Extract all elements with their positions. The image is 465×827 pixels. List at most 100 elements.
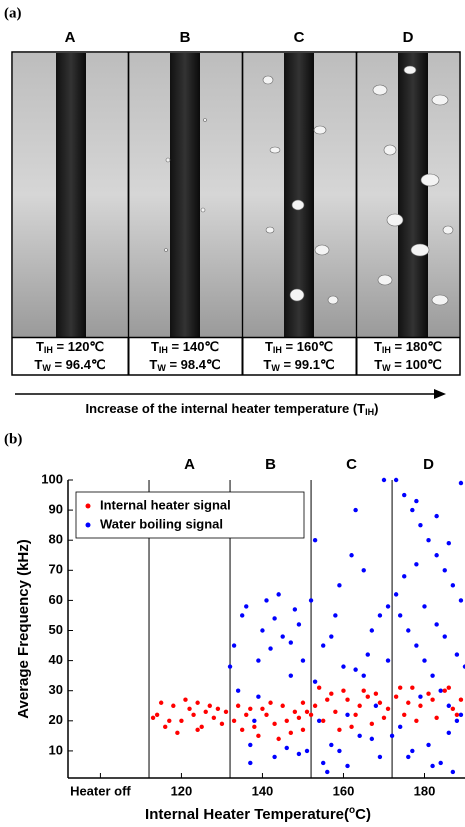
legend-label: Internal heater signal — [100, 497, 231, 512]
data-point — [199, 724, 204, 730]
data-point — [272, 616, 277, 621]
photo-panels — [11, 51, 461, 376]
data-point — [316, 685, 322, 690]
data-point — [341, 664, 346, 669]
data-point — [300, 727, 306, 733]
x-axis-label: Internal Heater Temperature(oC) — [145, 805, 371, 823]
data-point — [215, 706, 221, 711]
data-point — [345, 763, 350, 769]
data-point — [276, 736, 281, 742]
data-point — [458, 480, 464, 486]
data-point — [397, 724, 403, 730]
data-point — [308, 598, 314, 603]
data-point — [337, 727, 342, 733]
text-part: T — [265, 339, 273, 354]
text-part: T — [374, 339, 382, 354]
data-point — [154, 712, 160, 717]
text-part: = 99.1℃ — [280, 357, 335, 372]
data-point — [365, 694, 370, 699]
data-point — [325, 769, 330, 775]
data-point — [227, 664, 233, 669]
data-point — [187, 706, 192, 711]
data-point — [458, 697, 464, 702]
text-part: T — [36, 339, 44, 354]
data-point — [373, 703, 379, 708]
data-point — [369, 736, 375, 742]
data-point — [300, 700, 306, 705]
data-point — [414, 562, 419, 567]
legend-label: Water boiling signal — [100, 516, 223, 531]
x-tick-label: Heater off — [70, 783, 131, 798]
data-point — [406, 700, 411, 705]
arrow-head — [434, 389, 446, 399]
region-label: C — [346, 456, 357, 473]
panel-name: D — [403, 29, 414, 46]
y-axis-label: Average Frequency (kHz) — [15, 539, 32, 719]
x-tick-label: 140 — [252, 783, 274, 798]
temperature-caption: TW = 99.1℃ — [263, 357, 334, 373]
text-part: = 180℃ — [391, 339, 442, 354]
data-point — [276, 592, 281, 597]
data-point — [446, 541, 451, 546]
data-point — [450, 706, 456, 711]
data-point — [163, 724, 168, 730]
data-point — [349, 724, 354, 730]
data-point — [381, 477, 387, 483]
text-part: = 100℃ — [391, 357, 442, 372]
data-point — [284, 718, 289, 724]
data-point — [385, 658, 391, 663]
y-tick-label: 80 — [49, 532, 63, 547]
x-tick-label: 160 — [333, 783, 355, 798]
data-point — [288, 730, 294, 736]
data-point — [167, 718, 172, 724]
data-point — [410, 748, 415, 754]
data-point — [284, 745, 289, 751]
data-point — [393, 477, 399, 483]
data-point — [349, 553, 354, 558]
data-point — [414, 643, 419, 648]
data-point — [345, 712, 350, 717]
data-point — [288, 640, 294, 645]
data-point — [321, 718, 326, 724]
data-point — [150, 715, 156, 720]
data-point — [219, 721, 225, 727]
rod — [170, 53, 200, 337]
text-sub: IH — [273, 345, 282, 355]
data-point — [357, 703, 362, 708]
data-point — [175, 730, 180, 736]
data-point — [418, 694, 423, 699]
data-point — [191, 712, 196, 717]
text-part: Increase of the internal heater temperat… — [86, 401, 366, 416]
data-point — [434, 553, 439, 558]
data-point — [256, 658, 261, 663]
data-point — [296, 622, 302, 627]
text-part: Internal Heater Temperature( — [145, 806, 349, 823]
temperature-caption: TIH = 140℃ — [151, 339, 219, 355]
data-point — [321, 643, 326, 648]
data-point — [426, 538, 431, 543]
data-point — [410, 507, 415, 513]
data-point — [434, 715, 439, 720]
text-sub: IH — [159, 345, 168, 355]
data-point — [393, 592, 399, 597]
text-part: = 140℃ — [168, 339, 219, 354]
data-point — [402, 574, 407, 579]
data-point — [418, 703, 423, 708]
data-point — [393, 694, 399, 699]
y-tick-label: 10 — [49, 742, 63, 757]
data-point — [288, 673, 294, 678]
data-point — [268, 700, 273, 705]
text-part: T — [34, 357, 42, 372]
data-point — [280, 634, 285, 639]
data-point — [329, 634, 334, 639]
text-part: T — [374, 357, 382, 372]
text-part: T — [151, 339, 159, 354]
data-point — [397, 613, 403, 618]
data-point — [239, 727, 245, 733]
data-point — [337, 748, 342, 754]
data-point — [454, 712, 460, 717]
data-point — [402, 492, 407, 498]
data-point — [321, 760, 326, 766]
data-point — [454, 652, 460, 657]
text-sub: W — [42, 363, 51, 373]
